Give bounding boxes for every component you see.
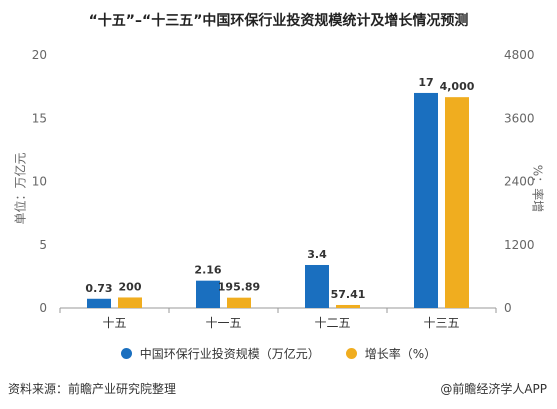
data-label-investment: 3.4 [307,248,327,261]
data-label-investment: 2.16 [194,264,221,277]
bar-investment [305,264,329,308]
data-label-investment: 0.73 [85,282,112,295]
y-right-tick-label: 1200 [504,238,535,252]
y-right-tick-label: 3600 [504,111,535,125]
y-right-tick-label: 0 [504,301,512,315]
y-left-tick-label: 0 [39,301,47,315]
bar-investment [196,280,220,308]
bar-growth [227,297,251,308]
bar-growth [445,97,469,309]
data-label-investment: 17 [418,76,433,89]
bar-investment [87,298,111,308]
legend: 中国环保行业投资规模（万亿元） 增长率（%） [0,345,557,362]
bar-growth [336,304,360,308]
legend-item-investment: 中国环保行业投资规模（万亿元） [120,345,320,362]
legend-label-investment: 中国环保行业投资规模（万亿元） [139,347,320,361]
y-right-tick-label: 4800 [504,48,535,62]
x-tick-label: 十二五 [314,316,350,330]
bar-investment [414,92,438,308]
legend-item-growth: 增长率（%） [345,345,437,362]
brand-watermark-text: @前瞻经济学人APP [440,382,547,396]
y-left-tick-label: 5 [39,238,47,252]
data-label-growth: 195.89 [218,281,260,294]
legend-label-growth: 增长率（%） [364,347,437,361]
bar-growth [118,297,142,308]
y-left-tick-label: 20 [32,48,47,62]
data-label-growth: 200 [119,280,142,293]
legend-swatch-growth [345,348,357,359]
x-tick-label: 十三五 [423,316,459,330]
y-right-tick-label: 2400 [504,175,535,189]
source-note: 资料来源：前瞻产业研究院整理 [8,382,177,396]
legend-swatch-investment [120,348,132,359]
x-tick-label: 十五 [102,316,126,330]
data-label-growth: 57.41 [331,288,366,301]
y-left-tick-label: 15 [32,111,47,125]
data-label-growth: 4,000 [440,80,475,93]
y-left-tick-label: 10 [32,175,47,189]
chart-title: “十五”–“十三五”中国环保行业投资规模统计及增长情况预测 [88,13,469,29]
x-tick-label: 十一五 [205,316,241,330]
